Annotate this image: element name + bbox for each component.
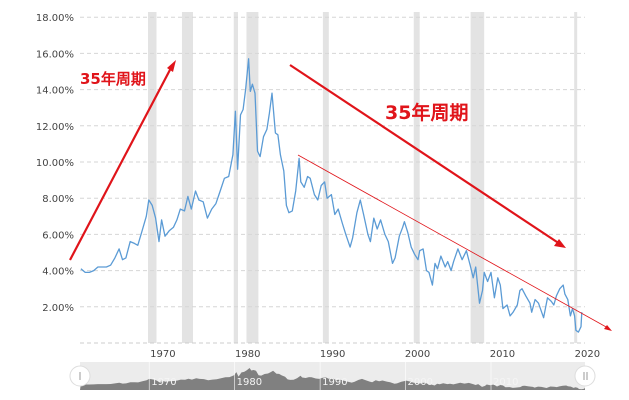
navigator-ticks: 1970 1980 1990 2000 2010 (148, 362, 518, 390)
y-tick-label: 8.00% (42, 194, 74, 205)
trend-line (297, 154, 612, 331)
navigator-tick-label: 2000 (408, 377, 433, 388)
navigator-handle-right[interactable] (574, 365, 596, 387)
x-tick-label: 1970 (150, 349, 175, 360)
y-tick-label: 18.00% (36, 13, 74, 24)
recession-band (470, 12, 485, 343)
annotation-label-2: 35年周期 (385, 101, 468, 124)
y-tick-label: 14.00% (36, 86, 74, 97)
y-tick-label: 16.00% (36, 49, 74, 60)
y-tick-label: 4.00% (42, 267, 74, 278)
yield-line (80, 58, 583, 333)
recession-band (181, 12, 193, 343)
x-tick-label: 1980 (235, 349, 260, 360)
y-tick-label: 2.00% (42, 303, 74, 314)
navigator-handle-left[interactable] (69, 365, 91, 387)
recession-bands (148, 12, 578, 343)
y-axis-ticks: 18.00% 16.00% 14.00% 12.00% 10.00% 8.00% 6.00%… (36, 13, 74, 314)
x-tick-label: 2000 (405, 349, 430, 360)
y-tick-label: 12.00% (36, 122, 74, 133)
recession-band (148, 12, 157, 343)
navigator-tick-label: 1970 (151, 377, 176, 388)
recession-band (246, 12, 259, 343)
x-axis-ticks: 1970 1980 1990 2000 2010 2020 (150, 349, 600, 360)
annotation-label-1: 35年周期 (80, 70, 146, 88)
navigator-tick-label: 2010 (493, 377, 518, 388)
recession-band (413, 12, 420, 343)
annotation-falling-arrow (289, 64, 566, 248)
y-tick-label: 10.00% (36, 158, 74, 169)
y-tick-label: 6.00% (42, 230, 74, 241)
recession-band (322, 12, 329, 343)
gridlines (80, 16, 585, 344)
navigator-tick-label: 1980 (237, 377, 262, 388)
navigator-tick-label: 1990 (322, 377, 347, 388)
x-tick-label: 1990 (320, 349, 345, 360)
navigator[interactable]: 1970 1980 1990 2000 2010 (69, 362, 596, 390)
x-tick-label: 2010 (490, 349, 515, 360)
recession-band (233, 12, 238, 343)
annotation-rising-arrow (69, 60, 176, 261)
navigator-area (80, 368, 585, 390)
x-tick-label: 2020 (575, 349, 600, 360)
recession-band (574, 12, 578, 343)
